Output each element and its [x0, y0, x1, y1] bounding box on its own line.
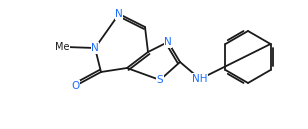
- Text: Me: Me: [55, 42, 69, 52]
- Text: O: O: [71, 81, 79, 91]
- Text: N: N: [164, 37, 172, 47]
- Text: NH: NH: [192, 74, 208, 84]
- Text: N: N: [91, 43, 99, 53]
- Text: N: N: [115, 9, 123, 19]
- Text: S: S: [157, 75, 163, 85]
